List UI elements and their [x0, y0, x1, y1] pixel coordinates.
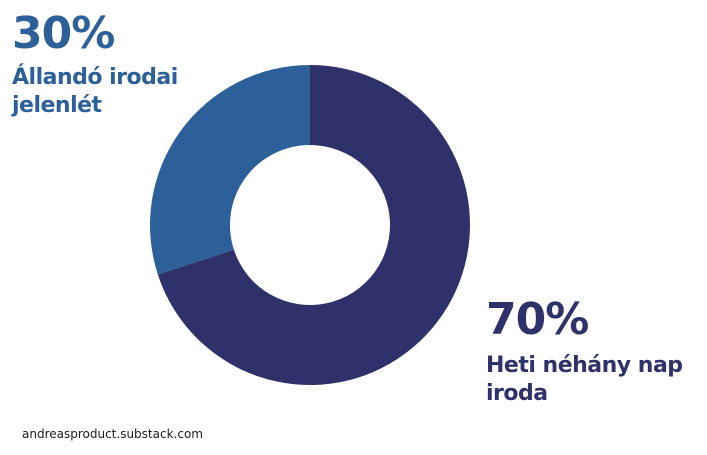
data-label-office-full-time: 30%	[12, 8, 115, 59]
data-label-office-few-days: 70%	[486, 294, 589, 345]
category-label-office-few-days: Heti néhány nap iroda	[486, 352, 683, 408]
category-label-line: iroda	[486, 381, 548, 406]
category-label-office-full-time: Állandó irodai jelenlét	[12, 64, 178, 120]
category-label-line: jelenlét	[12, 93, 102, 118]
donut-slice-2	[157, 65, 470, 385]
source-credit: andreasproduct.substack.com	[22, 427, 203, 441]
donut-slice-1	[150, 65, 310, 275]
category-label-line: Állandó irodai	[12, 65, 178, 90]
category-label-line: Heti néhány nap	[486, 353, 683, 378]
